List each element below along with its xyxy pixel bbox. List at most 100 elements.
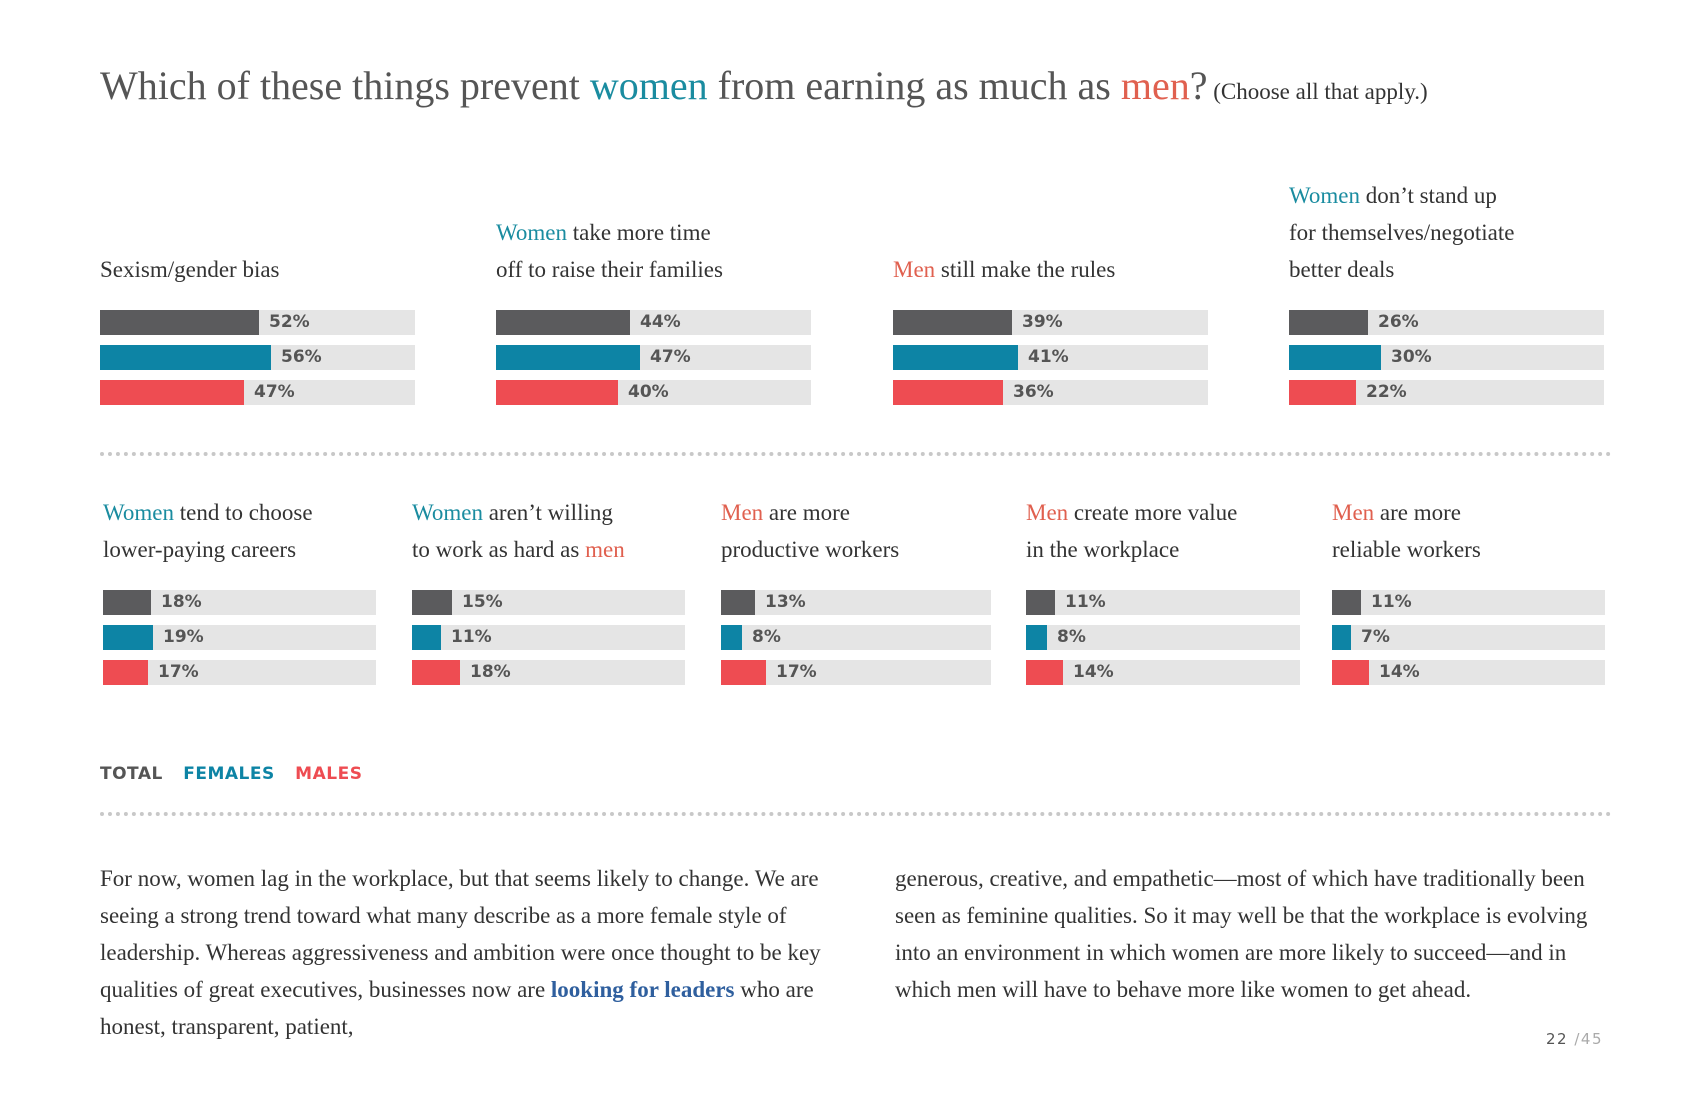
bar-total: [1026, 590, 1055, 615]
question-label: Men are more productive workers: [721, 494, 899, 568]
bar-males: [893, 380, 1003, 405]
chart-3: Men still make the rules 39% 41% 36%: [893, 257, 1208, 415]
bar-males: [103, 660, 148, 685]
bar-males: [1289, 380, 1356, 405]
bar-value-females: 47%: [650, 347, 691, 367]
label-accent-word: Women: [103, 500, 174, 525]
page-title: Which of these things prevent women from…: [100, 63, 1428, 108]
chart-6: Women aren’t willing to work as hard as m…: [412, 500, 685, 695]
bar-value-males: 17%: [776, 662, 817, 682]
bar-track-males: 18%: [412, 660, 685, 685]
bar-females: [1289, 345, 1381, 370]
bar-total: [496, 310, 630, 335]
bar-value-males: 17%: [158, 662, 199, 682]
bar-track-males: 17%: [103, 660, 376, 685]
bar-track-total: 39%: [893, 310, 1208, 335]
legend: TOTAL FEMALES MALES: [100, 764, 376, 784]
bar-track-total: 26%: [1289, 310, 1604, 335]
bar-track-total: 18%: [103, 590, 376, 615]
bar-females: [1332, 625, 1351, 650]
label-accent-word: Men: [893, 257, 936, 282]
label-text: are more: [763, 500, 851, 525]
bar-value-females: 56%: [281, 347, 322, 367]
label-accent-word: Men: [1332, 500, 1375, 525]
bar-value-females: 8%: [1057, 627, 1086, 647]
looking-for-leaders-link[interactable]: looking for leaders: [550, 977, 735, 1002]
bar-track-females: 41%: [893, 345, 1208, 370]
label-text: productive workers: [721, 537, 900, 562]
bar-value-males: 14%: [1073, 662, 1114, 682]
label-text: better deals: [1289, 257, 1395, 282]
label-accent-word: Women: [1289, 183, 1360, 208]
bar-females: [100, 345, 271, 370]
title-men-word: men: [1120, 63, 1190, 108]
chart-9: Men are more reliable workers 11% 7% 14%: [1332, 500, 1605, 695]
bar-track-males: 22%: [1289, 380, 1604, 405]
bar-value-males: 40%: [628, 382, 669, 402]
chart-7: Men are more productive workers 13% 8% 17%: [721, 500, 991, 695]
bar-track-males: 36%: [893, 380, 1208, 405]
bar-value-total: 13%: [765, 592, 806, 612]
label-text: aren’t willing: [482, 500, 613, 525]
bar-value-females: 7%: [1361, 627, 1390, 647]
label-text: tend to choose: [173, 500, 313, 525]
label-text: for themselves/negotiate: [1289, 220, 1515, 245]
label-accent-word: Women: [496, 220, 567, 245]
chart-1: Sexism/gender bias 52% 56% 47%: [100, 257, 415, 415]
bar-total: [412, 590, 452, 615]
label-text: create more value: [1068, 500, 1238, 525]
bar-males: [496, 380, 618, 405]
bar-females: [721, 625, 742, 650]
bar-value-males: 22%: [1366, 382, 1407, 402]
bar-total: [1332, 590, 1361, 615]
title-subtitle: (Choose all that apply.): [1207, 79, 1428, 104]
bar-track-males: 17%: [721, 660, 991, 685]
bar-females: [412, 625, 441, 650]
divider-top: [100, 452, 1612, 456]
bar-track-total: 11%: [1332, 590, 1605, 615]
chart-5: Women tend to choose lower-paying careers…: [103, 500, 376, 695]
bar-track-males: 14%: [1026, 660, 1300, 685]
page-number: 22 /45: [1546, 1030, 1603, 1048]
bar-track-females: 56%: [100, 345, 415, 370]
bar-value-total: 26%: [1378, 312, 1419, 332]
legend-males: MALES: [295, 764, 363, 784]
bar-value-females: 11%: [451, 627, 492, 647]
page-current: 22: [1546, 1030, 1569, 1048]
bar-value-females: 19%: [163, 627, 204, 647]
bar-value-total: 11%: [1371, 592, 1412, 612]
bar-females: [496, 345, 640, 370]
bar-track-females: 8%: [1026, 625, 1300, 650]
bar-males: [721, 660, 766, 685]
bar-value-total: 52%: [269, 312, 310, 332]
label-text: off to raise their families: [496, 257, 723, 282]
question-label: Women don’t stand up for themselves/negot…: [1289, 177, 1514, 288]
label-accent-word: Men: [721, 500, 764, 525]
question-label: Women aren’t willing to work as hard as m…: [412, 494, 625, 568]
bar-track-males: 14%: [1332, 660, 1605, 685]
bar-value-total: 18%: [161, 592, 202, 612]
question-label: Women take more time off to raise their f…: [496, 214, 723, 288]
label-text: to work as hard as: [412, 537, 586, 562]
bar-track-males: 47%: [100, 380, 415, 405]
label-accent-word: Men: [1026, 500, 1069, 525]
bar-value-males: 47%: [254, 382, 295, 402]
label-text: Sexism/gender bias: [100, 257, 280, 282]
bar-males: [1332, 660, 1369, 685]
bar-total: [100, 310, 259, 335]
label-text: are more: [1374, 500, 1462, 525]
legend-total: TOTAL: [100, 764, 163, 784]
question-label: Women tend to choose lower-paying careers: [103, 494, 313, 568]
page-total: /45: [1574, 1030, 1604, 1048]
bar-value-females: 41%: [1028, 347, 1069, 367]
bar-males: [1026, 660, 1063, 685]
label-text: in the workplace: [1026, 537, 1180, 562]
bar-total: [893, 310, 1012, 335]
bar-track-females: 30%: [1289, 345, 1604, 370]
question-label: Men still make the rules: [893, 251, 1115, 288]
question-label: Men are more reliable workers: [1332, 494, 1481, 568]
chart-2: Women take more time off to raise their f…: [496, 220, 811, 415]
chart-4: Women don’t stand up for themselves/negot…: [1289, 183, 1604, 415]
bar-value-males: 14%: [1379, 662, 1420, 682]
chart-8: Men create more value in the workplace 11%…: [1026, 500, 1300, 695]
